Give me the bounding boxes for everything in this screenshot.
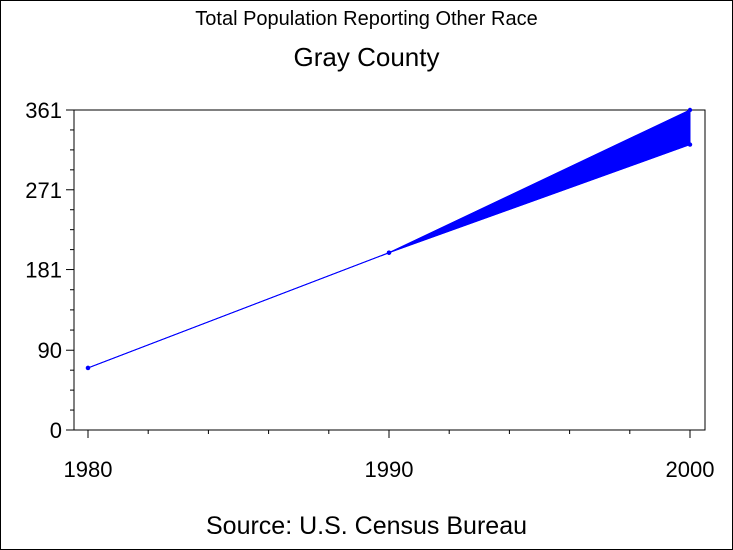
chart-title: Total Population Reporting Other Race — [195, 8, 538, 30]
series-band — [87, 109, 691, 369]
x-tick-label: 1980 — [64, 457, 113, 482]
y-tick-label: 181 — [25, 258, 62, 283]
x-tick-label: 2000 — [666, 457, 715, 482]
series-line-2 — [87, 144, 691, 369]
chart-subtitle: Gray County — [293, 42, 440, 72]
series-line-1 — [87, 109, 691, 369]
source-note: Source: U.S. Census Bureau — [206, 512, 527, 540]
data-point — [687, 142, 693, 147]
x-tick-label: 1990 — [365, 457, 414, 482]
y-tick-label: 271 — [25, 178, 62, 203]
y-tick-label: 90 — [38, 338, 62, 363]
y-tick-label: 361 — [25, 98, 62, 123]
y-tick-label: 0 — [50, 418, 62, 443]
data-point — [687, 107, 693, 113]
data-point — [85, 365, 91, 371]
data-point — [386, 250, 392, 255]
